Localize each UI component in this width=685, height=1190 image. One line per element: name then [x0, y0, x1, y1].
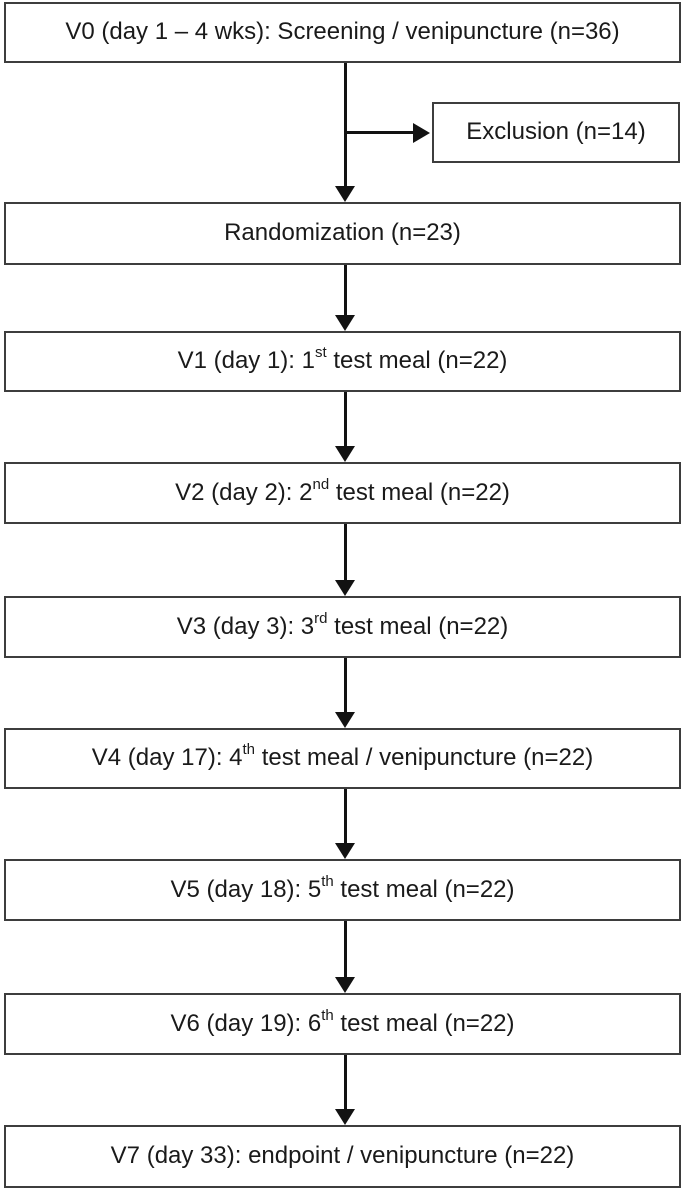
arrowhead-down-icon [335, 1109, 355, 1125]
flow-box-label: V2 (day 2): 2nd test meal (n=22) [175, 475, 510, 506]
arrow-branch-to-exclusion [344, 131, 413, 134]
flow-box-v6-test-meal-6: V6 (day 19): 6th test meal (n=22) [4, 993, 681, 1055]
flow-box-label: Exclusion (n=14) [466, 118, 646, 146]
arrowhead-down-icon [335, 446, 355, 462]
flow-box-v2-test-meal-2: V2 (day 2): 2nd test meal (n=22) [4, 462, 681, 524]
flow-box-v3-test-meal-3: V3 (day 3): 3rd test meal (n=22) [4, 596, 681, 658]
flow-box-label: V7 (day 33): endpoint / venipuncture (n=… [110, 1142, 575, 1170]
flow-box-v0-screening: V0 (day 1 – 4 wks): Screening / venipunc… [4, 2, 681, 63]
arrowhead-down-icon [335, 580, 355, 596]
arrowhead-down-icon [335, 712, 355, 728]
flow-box-v5-test-meal-5: V5 (day 18): 5th test meal (n=22) [4, 859, 681, 921]
flow-box-v1-test-meal-1: V1 (day 1): 1st test meal (n=22) [4, 331, 681, 392]
arrow-v1-to-v2 [344, 392, 347, 446]
flow-box-label: V6 (day 19): 6th test meal (n=22) [170, 1006, 515, 1037]
arrowhead-down-icon [335, 186, 355, 202]
arrow-v3-to-v4 [344, 658, 347, 712]
arrow-v6-to-v7 [344, 1055, 347, 1109]
flow-box-label: Randomization (n=23) [224, 219, 461, 247]
arrowhead-down-icon [335, 315, 355, 331]
arrowhead-right-icon [413, 123, 430, 143]
flow-box-label: V0 (day 1 – 4 wks): Screening / venipunc… [65, 18, 620, 46]
arrow-v5-to-v6 [344, 921, 347, 977]
arrow-v2-to-v3 [344, 524, 347, 580]
flow-box-randomization: Randomization (n=23) [4, 202, 681, 265]
flow-box-label: V5 (day 18): 5th test meal (n=22) [170, 872, 515, 903]
flow-box-v4-test-meal-4: V4 (day 17): 4th test meal / venipunctur… [4, 728, 681, 789]
arrow-v4-to-v5 [344, 789, 347, 843]
flow-box-label: V1 (day 1): 1st test meal (n=22) [177, 344, 508, 375]
flow-box-label: V3 (day 3): 3rd test meal (n=22) [176, 609, 509, 640]
arrow-v0-to-randomization [344, 63, 347, 186]
flow-box-exclusion: Exclusion (n=14) [432, 102, 680, 163]
flow-box-label: V4 (day 17): 4th test meal / venipunctur… [91, 741, 594, 772]
arrowhead-down-icon [335, 977, 355, 993]
flow-box-v7-endpoint: V7 (day 33): endpoint / venipuncture (n=… [4, 1125, 681, 1188]
arrow-randomization-to-v1 [344, 265, 347, 315]
arrowhead-down-icon [335, 843, 355, 859]
